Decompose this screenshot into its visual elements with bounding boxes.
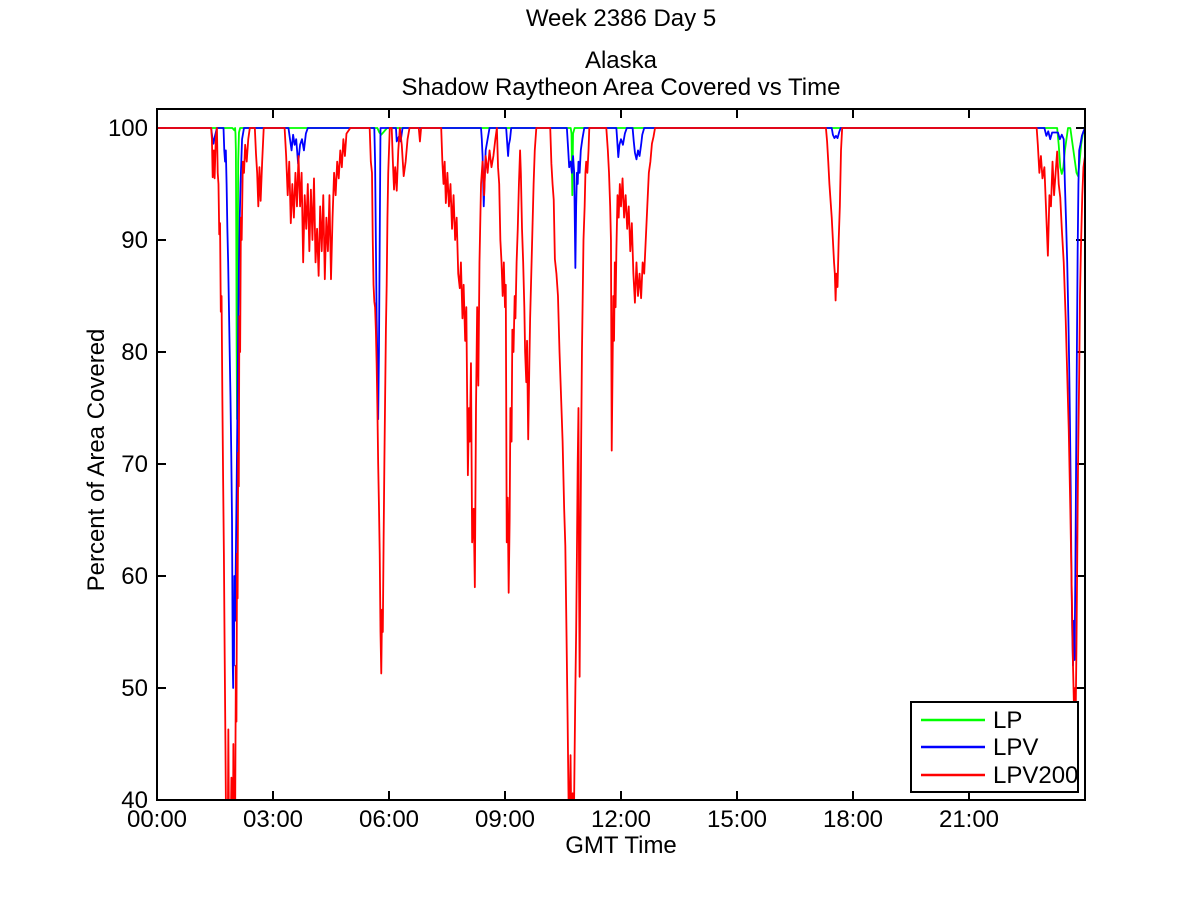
x-tick-label: 00:00: [127, 806, 187, 833]
axis-ticks: 00:00 03:00 06:00 09:00 12:00 15:00 18:00 21:00…: [108, 109, 1085, 833]
y-tick-label: 80: [121, 339, 148, 366]
legend-label-lp: LP: [993, 707, 1022, 734]
chart-subtitle: Shadow Raytheon Area Covered vs Time: [402, 74, 841, 101]
y-axis-label: Percent of Area Covered: [83, 329, 110, 592]
x-tick-label: 12:00: [591, 806, 651, 833]
x-tick-label: 15:00: [707, 806, 767, 833]
x-axis-label: GMT Time: [565, 832, 677, 859]
legend-label-lpv200: LPV200: [993, 762, 1078, 789]
plot-frame: [156, 108, 1086, 801]
y-tick-label: 70: [121, 451, 148, 478]
x-tick-label: 18:00: [823, 806, 883, 833]
legend: LP LPV LPV200: [910, 701, 1079, 793]
chart-title: Alaska: [585, 47, 658, 74]
legend-label-lpv: LPV: [993, 734, 1038, 761]
figure-suptitle: Week 2386 Day 5: [526, 5, 716, 32]
y-tick-label: 40: [121, 787, 148, 814]
series-lpv200-line: [157, 127, 1085, 800]
y-tick-label: 60: [121, 563, 148, 590]
x-tick-label: 03:00: [243, 806, 303, 833]
x-tick-label: 21:00: [939, 806, 999, 833]
y-tick-label: 100: [108, 115, 148, 142]
x-tick-label: 09:00: [475, 806, 535, 833]
series-lpv-line: [157, 127, 1085, 689]
y-tick-label: 50: [121, 675, 148, 702]
series-lp-line: [157, 127, 1085, 421]
y-tick-label: 90: [121, 227, 148, 254]
x-tick-label: 06:00: [359, 806, 419, 833]
series-layer: [157, 127, 1085, 800]
